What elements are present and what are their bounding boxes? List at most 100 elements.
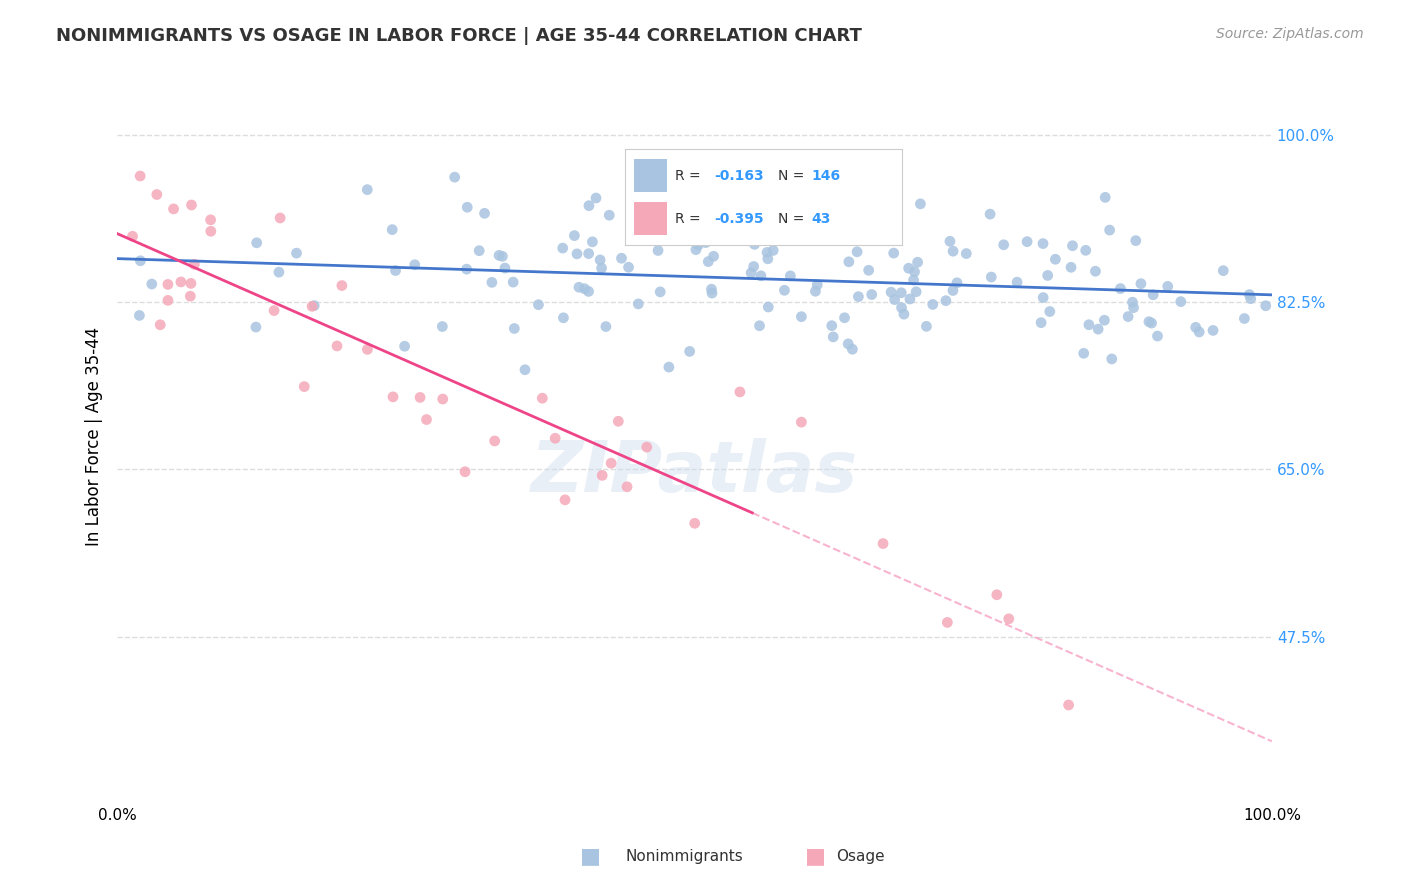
Point [356, 183, 378, 197]
Point [454, 465, 477, 479]
Point [128, 309, 150, 323]
Point [610, 252, 633, 266]
Point [129, 253, 152, 268]
Point [897, 261, 920, 276]
Point [837, 337, 859, 351]
Point [935, 293, 957, 308]
Point [183, 257, 205, 271]
Point [915, 319, 938, 334]
Point [893, 307, 915, 321]
Point [1101, 351, 1123, 366]
Point [880, 285, 903, 300]
Point [790, 310, 813, 324]
Point [907, 255, 929, 269]
Point [245, 320, 267, 334]
Point [432, 392, 454, 406]
Point [883, 293, 905, 307]
Point [578, 246, 600, 260]
Point [700, 282, 723, 296]
Point [1170, 294, 1192, 309]
Point [838, 254, 860, 268]
Point [858, 263, 880, 277]
Point [1077, 318, 1099, 332]
Point [1254, 299, 1277, 313]
Point [1060, 260, 1083, 275]
Point [1212, 263, 1234, 277]
Point [180, 198, 202, 212]
Point [841, 343, 863, 357]
Point [860, 287, 883, 301]
Point [578, 285, 600, 299]
Point [491, 249, 513, 263]
Point [382, 390, 405, 404]
Point [1039, 304, 1062, 318]
Point [823, 330, 845, 344]
Point [1057, 698, 1080, 712]
Point [700, 286, 723, 301]
Point [149, 318, 172, 332]
Point [1125, 234, 1147, 248]
Point [384, 263, 406, 277]
Point [565, 247, 588, 261]
Point [1098, 223, 1121, 237]
Point [1087, 322, 1109, 336]
Point [292, 379, 315, 393]
Point [381, 222, 404, 236]
Y-axis label: In Labor Force | Age 35-44: In Labor Force | Age 35-44 [86, 326, 103, 546]
Point [1142, 288, 1164, 302]
Point [481, 276, 503, 290]
Point [564, 228, 586, 243]
Point [568, 280, 591, 294]
Point [756, 300, 779, 314]
Point [591, 468, 613, 483]
Point [740, 266, 762, 280]
Point [502, 275, 524, 289]
Point [302, 299, 325, 313]
Point [679, 344, 702, 359]
Point [474, 206, 496, 220]
Point [808, 208, 831, 222]
Point [1157, 279, 1180, 293]
Point [553, 310, 575, 325]
Point [636, 440, 658, 454]
Point [415, 412, 437, 426]
Point [554, 492, 576, 507]
Point [1140, 316, 1163, 330]
Point [1188, 325, 1211, 339]
Point [748, 318, 770, 333]
Point [616, 480, 638, 494]
Point [589, 252, 612, 267]
Point [330, 278, 353, 293]
Point [513, 363, 536, 377]
Text: Nonimmigrants: Nonimmigrants [626, 849, 744, 863]
Point [946, 276, 969, 290]
Point [1137, 315, 1160, 329]
Point [1146, 329, 1168, 343]
Point [574, 282, 596, 296]
Point [1240, 292, 1263, 306]
Point [936, 615, 959, 630]
Point [468, 244, 491, 258]
Point [200, 212, 222, 227]
Point [1036, 268, 1059, 283]
Point [980, 270, 1002, 285]
Point [804, 284, 827, 298]
Point [404, 258, 426, 272]
Point [1084, 264, 1107, 278]
Point [834, 310, 856, 325]
Point [1116, 310, 1139, 324]
Point [121, 229, 143, 244]
Point [1032, 236, 1054, 251]
Point [456, 262, 478, 277]
Point [903, 265, 925, 279]
Point [728, 384, 751, 399]
Point [955, 246, 977, 260]
Point [1233, 311, 1256, 326]
Point [890, 301, 912, 315]
Point [773, 283, 796, 297]
Point [443, 170, 465, 185]
Text: ■: ■ [806, 847, 825, 866]
Point [162, 202, 184, 216]
Point [997, 612, 1019, 626]
Text: Osage: Osage [837, 849, 886, 863]
